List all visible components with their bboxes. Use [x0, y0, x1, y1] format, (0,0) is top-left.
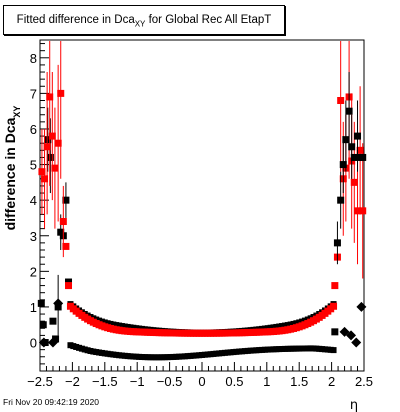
- x-tick-label: 0.5: [225, 374, 243, 389]
- data-point: [46, 93, 54, 101]
- y-tick-label: 0: [30, 336, 37, 351]
- data-point: [354, 132, 362, 140]
- data-point: [62, 242, 70, 250]
- y-axis-label: difference in DcaXY: [2, 106, 22, 231]
- data-point: [57, 89, 65, 97]
- y-tick-label: 5: [30, 158, 37, 173]
- data-point: [57, 228, 65, 236]
- x-tick-label: 1: [263, 374, 270, 389]
- data-point: [65, 278, 73, 286]
- data-point: [356, 146, 364, 154]
- data-point: [359, 153, 367, 161]
- y-tick-label: 2: [30, 264, 37, 279]
- data-point: [62, 196, 70, 204]
- data-point: [345, 107, 353, 115]
- data-point: [350, 153, 358, 161]
- data-point: [47, 337, 58, 348]
- y-tick-label: 1: [30, 300, 37, 315]
- data-point: [41, 175, 49, 183]
- y-tick-label: 8: [30, 51, 37, 66]
- data-point: [59, 218, 67, 226]
- data-point: [350, 178, 358, 186]
- data-point: [38, 337, 49, 348]
- timestamp: Fri Nov 20 09:42:19 2020: [3, 397, 99, 407]
- x-tick-label: −0.5: [157, 374, 183, 389]
- chart-title: Fitted difference in DcaXY for Global Re…: [3, 5, 285, 35]
- data-point: [54, 139, 62, 147]
- x-tick-label: 2.5: [355, 374, 373, 389]
- y-tick-label: 3: [30, 229, 37, 244]
- x-tick-label: −1: [130, 374, 145, 389]
- x-tick-label: 1.5: [290, 374, 308, 389]
- data-point: [330, 302, 338, 310]
- x-tick-label: 0: [198, 374, 205, 389]
- data-point: [44, 136, 52, 144]
- data-point: [342, 136, 350, 144]
- data-point: [52, 335, 60, 343]
- data-point: [331, 282, 339, 290]
- data-point: [339, 161, 347, 169]
- data-point: [356, 301, 367, 312]
- data-point: [65, 282, 73, 290]
- x-axis-label: η: [350, 398, 358, 412]
- data-point: [351, 337, 362, 348]
- data-point: [43, 143, 51, 151]
- data-point: [53, 298, 64, 309]
- data-point: [331, 328, 339, 336]
- data-point: [48, 132, 56, 140]
- x-tick-label: −2.5: [27, 374, 53, 389]
- data-point: [51, 164, 59, 172]
- y-tick-label: 6: [30, 122, 37, 137]
- data-point: [337, 97, 345, 105]
- x-tick-label: −2: [65, 374, 80, 389]
- x-tick-label: 2: [328, 374, 335, 389]
- data-point: [46, 153, 54, 161]
- data-point: [37, 299, 45, 307]
- x-tick-label: −1.5: [92, 374, 118, 389]
- data-point: [346, 330, 357, 341]
- y-tick-label: 7: [30, 86, 37, 101]
- data-point: [354, 207, 362, 215]
- data-point: [359, 207, 367, 215]
- data-point: [49, 317, 57, 325]
- data-point: [337, 196, 345, 204]
- data-point: [38, 168, 46, 176]
- data-point: [348, 143, 356, 151]
- y-tick-label: 4: [30, 193, 37, 208]
- data-point: [333, 239, 341, 247]
- data-point: [339, 326, 350, 337]
- data-point: [39, 321, 47, 329]
- data-point: [330, 347, 337, 354]
